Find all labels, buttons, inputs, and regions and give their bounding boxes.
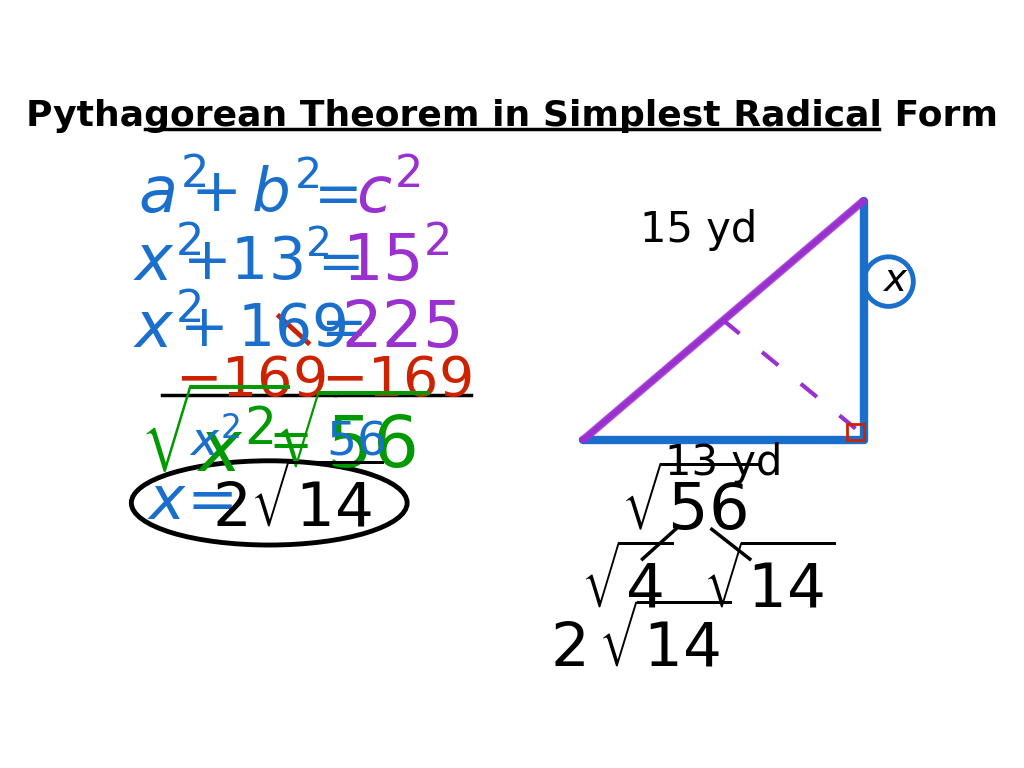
Bar: [847, 424, 864, 440]
Text: $a^2$: $a^2$: [137, 164, 206, 227]
Text: $x^2$: $x^2$: [189, 419, 241, 465]
Text: $\sqrt{56}$: $\sqrt{56}$: [622, 468, 759, 544]
Text: $x^2$: $x^2$: [133, 232, 202, 293]
Text: $=$: $=$: [307, 236, 360, 290]
Text: $15^2$: $15^2$: [342, 231, 451, 294]
Text: $56$: $56$: [326, 419, 385, 465]
Text: $\sqrt{x^2}$: $\sqrt{x^2}$: [140, 392, 290, 488]
Text: $x^2$: $x^2$: [133, 299, 202, 360]
Text: $225$: $225$: [341, 299, 459, 360]
Text: $=$: $=$: [310, 303, 364, 356]
Text: $-169$: $-169$: [175, 354, 326, 408]
Text: $\sqrt{14}$: $\sqrt{14}$: [703, 548, 836, 621]
Text: $x$: $x$: [882, 261, 908, 299]
Text: Pythagorean Theorem in Simplest Radical Form: Pythagorean Theorem in Simplest Radical …: [26, 99, 998, 134]
Text: $=$: $=$: [258, 414, 308, 466]
Text: $=$: $=$: [302, 167, 358, 223]
Text: $2\sqrt{14}$: $2\sqrt{14}$: [212, 466, 383, 539]
Text: 13 yd: 13 yd: [665, 442, 782, 485]
Text: $\sqrt{4}$: $\sqrt{4}$: [582, 548, 674, 621]
Text: $2\,\sqrt{14}$: $2\,\sqrt{14}$: [550, 607, 731, 680]
Text: $+\,b^2$: $+\,b^2$: [189, 165, 319, 225]
Text: $+\,169$: $+\,169$: [179, 301, 346, 358]
Text: $+13^2$: $+13^2$: [182, 233, 330, 292]
Text: $\sqrt{56}$: $\sqrt{56}$: [274, 397, 430, 483]
Text: $x\!=\!$: $x\!=\!$: [146, 473, 233, 532]
Text: $-169$: $-169$: [322, 354, 472, 408]
Text: 15 yd: 15 yd: [640, 210, 758, 251]
Text: $c^2$: $c^2$: [356, 164, 420, 227]
